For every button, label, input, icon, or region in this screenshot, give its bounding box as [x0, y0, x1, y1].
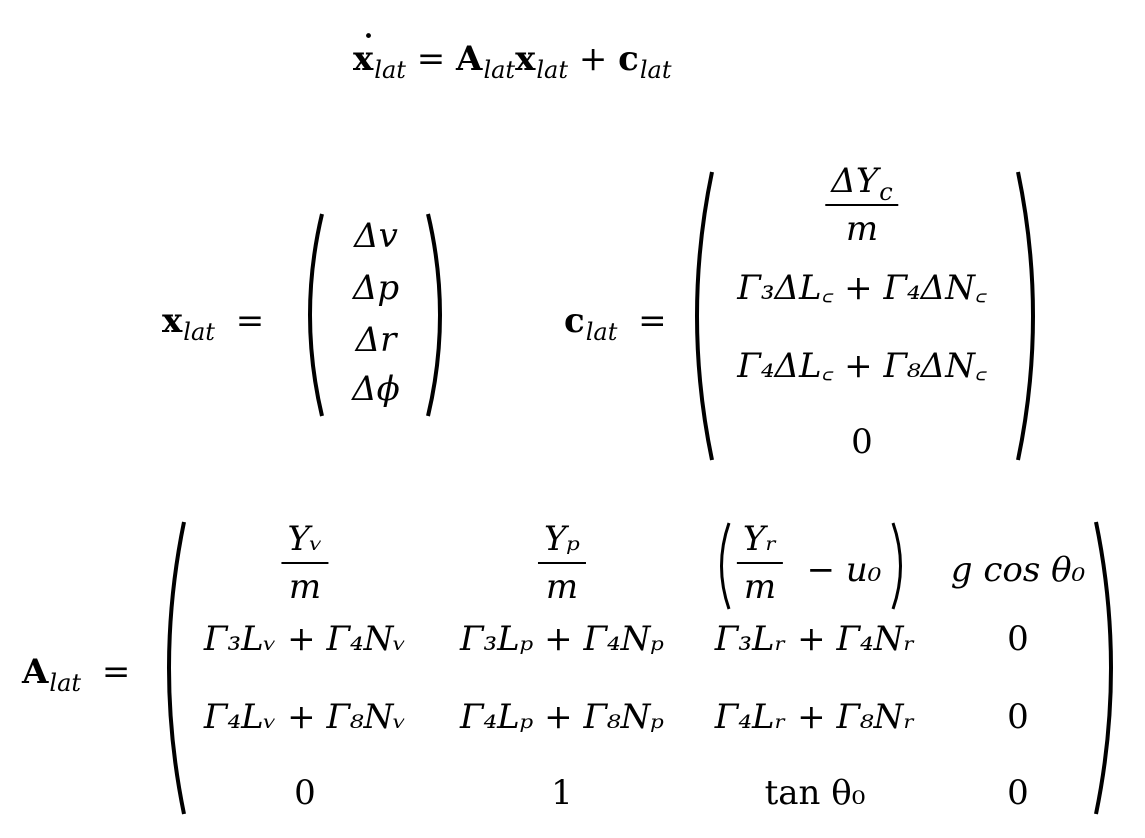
A-symbol: A — [456, 39, 483, 79]
A-r3c3: 0 — [1007, 773, 1029, 813]
x-vector-row: Δϕ — [352, 369, 400, 409]
A-r0c2-left-paren — [720, 522, 731, 610]
A-r0c0-fraction: Yᵥ m — [281, 522, 329, 604]
A-r2c2: Γ₄Lᵣ + Γ₈Nᵣ — [714, 697, 916, 737]
c-vector-row2: Γ₄ΔL꜀ + Γ₈ΔN꜀ — [737, 346, 987, 386]
x-dot-symbol: x ˙ — [353, 29, 377, 79]
A-r2c1: Γ₄Lₚ + Γ₈Nₚ — [459, 697, 665, 737]
sub-lat: lat — [639, 56, 672, 84]
c-symbol: c — [618, 39, 639, 79]
x-symbol: x — [515, 39, 536, 79]
equation-main: x ˙ lat = Alatxlat + clat — [353, 29, 671, 82]
A-r0c2-right-paren — [891, 522, 902, 610]
sub-lat: lat — [536, 56, 568, 84]
A-r1c2: Γ₃Lᵣ + Γ₄Nᵣ — [714, 619, 916, 659]
x-vector-label: xlat = — [162, 301, 265, 346]
A-r0c2-tail: − u₀ — [806, 550, 882, 590]
c-vector-left-paren — [695, 171, 714, 461]
A-r2c0: Γ₄Lᵥ + Γ₈Nᵥ — [203, 697, 407, 737]
plus-sign: + — [578, 39, 608, 79]
A-matrix-left-paren — [167, 521, 186, 815]
A-r1c3: 0 — [1007, 619, 1029, 659]
A-r1c1: Γ₃Lₚ + Γ₄Nₚ — [459, 619, 665, 659]
x-vector-row: Δr — [355, 320, 397, 360]
x-vector-right-paren — [426, 213, 442, 417]
A-r1c0: Γ₃Lᵥ + Γ₄Nᵥ — [203, 619, 407, 659]
equals-sign: = — [416, 39, 446, 79]
c-vector-row1: Γ₃ΔL꜀ + Γ₄ΔN꜀ — [737, 268, 987, 308]
A-r3c0: 0 — [294, 773, 316, 813]
x-vector-left-paren — [308, 213, 324, 417]
A-r0c2-fraction: Yᵣ m — [736, 522, 784, 604]
A-r0c3: g cos θ₀ — [950, 550, 1086, 590]
c-vector-right-paren — [1016, 171, 1035, 461]
A-r2c3: 0 — [1007, 697, 1029, 737]
sub-lat: lat — [483, 56, 516, 84]
x-vector-row: Δp — [352, 268, 400, 308]
A-r3c1: 1 — [551, 773, 573, 813]
A-matrix-right-paren — [1094, 521, 1113, 815]
A-matrix-label: Alat = — [22, 652, 131, 697]
c-vector-row0-fraction: ΔYc m — [825, 164, 899, 246]
A-r3c2: tan θ₀ — [764, 773, 866, 813]
c-vector-label: clat = — [564, 301, 667, 346]
sub-lat: lat — [374, 56, 406, 84]
x-vector-row: Δv — [354, 216, 398, 256]
c-vector-row3: 0 — [851, 422, 873, 462]
A-r0c1-fraction: Yₚ m — [537, 522, 587, 604]
